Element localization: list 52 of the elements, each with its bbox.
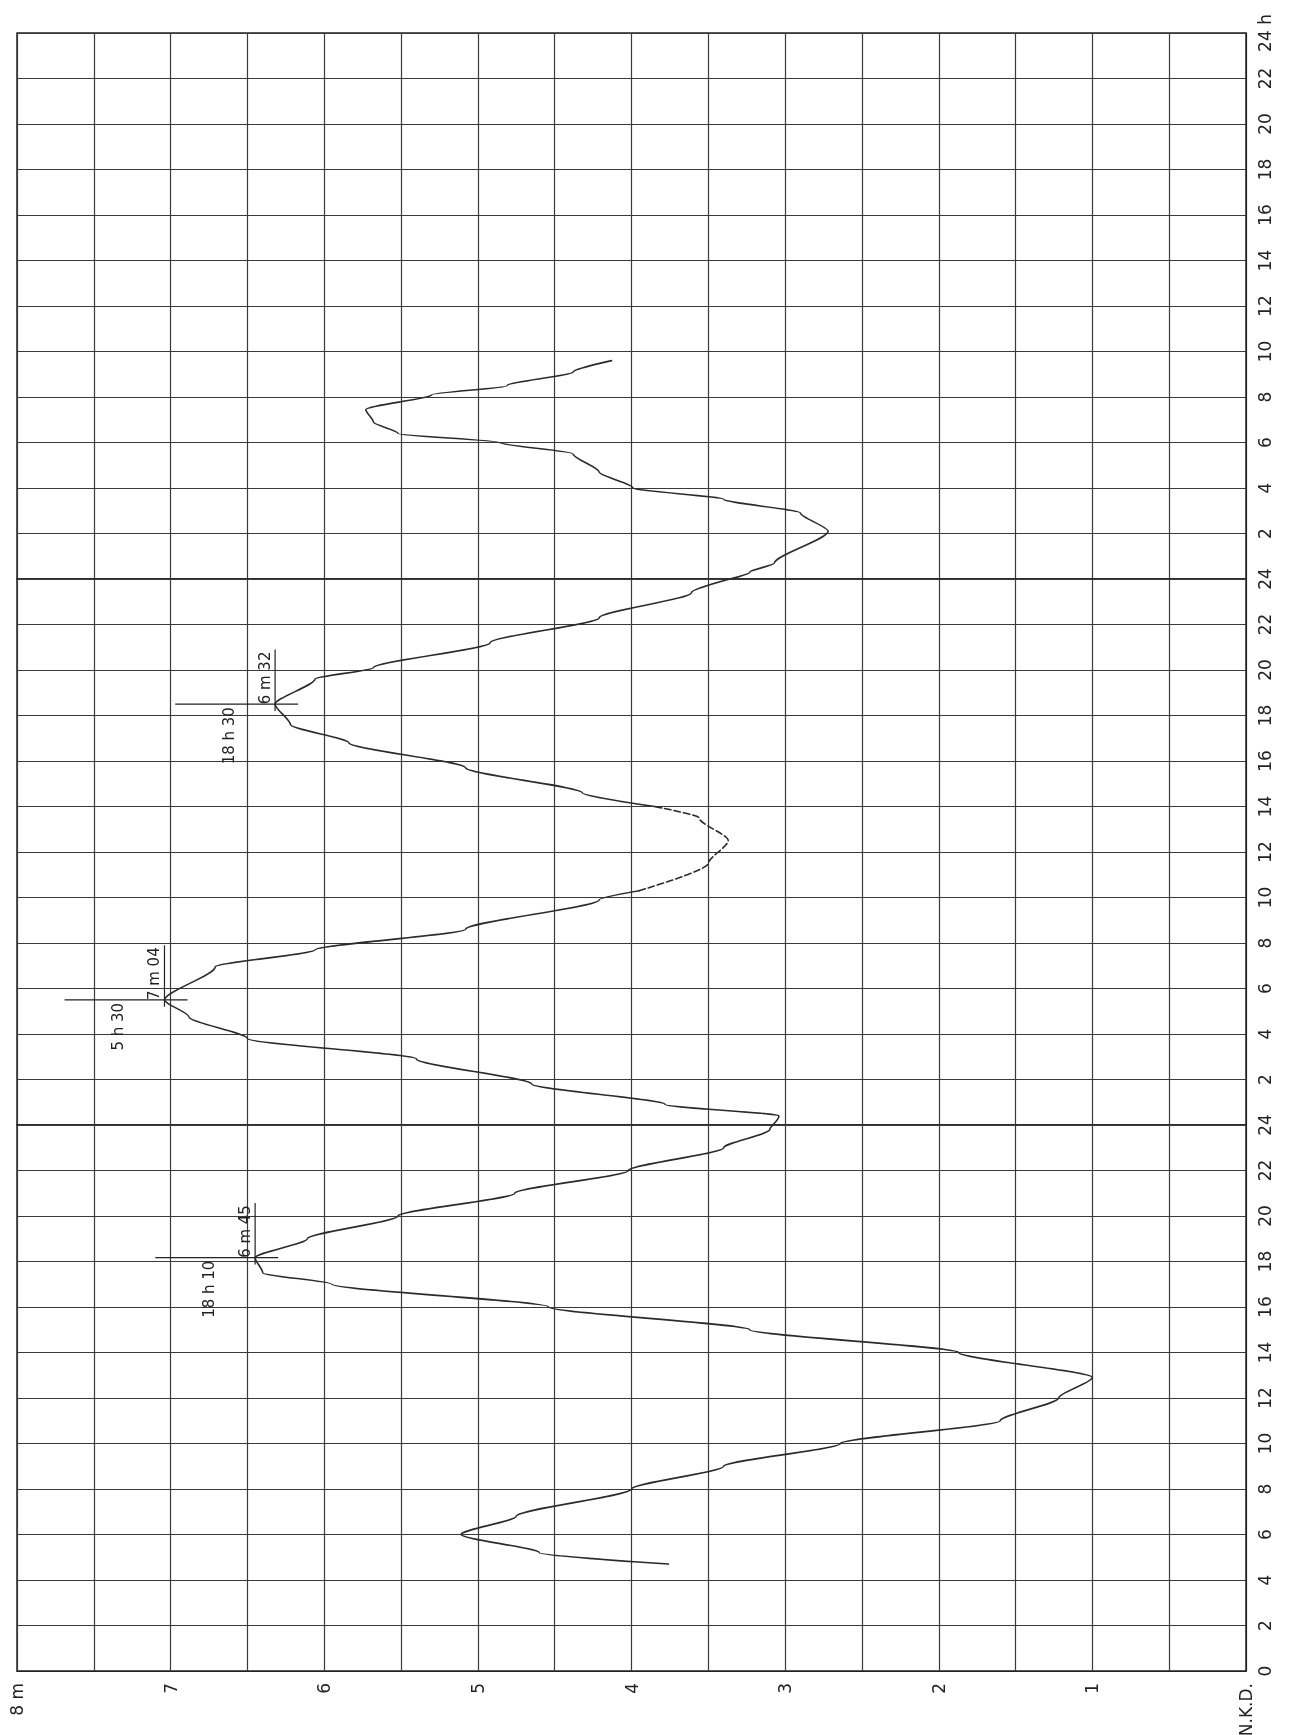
x-tick-label: 2 (928, 1683, 949, 1694)
x-tick-label: 7 (160, 1683, 181, 1694)
y-tick-label: 22 (1254, 67, 1275, 90)
y-tick-label: 14 (1254, 1341, 1275, 1364)
annotation: 18 h 30 (220, 707, 238, 765)
y-tick-label: 10 (1254, 340, 1275, 363)
annotation: 5 h 30 (109, 1002, 128, 1051)
x-tick-label: 4 (621, 1683, 642, 1694)
y-tick-label: 12 (1254, 1387, 1275, 1409)
y-tick-label: 22 (1254, 613, 1275, 636)
annotation: 18 h 10 (200, 1260, 219, 1318)
y-tick-label: 8 (1254, 391, 1275, 403)
x-tick-label: 5 (467, 1683, 488, 1694)
y-tick-label: 16 (1254, 750, 1275, 772)
y-tick-label: 20 (1254, 659, 1275, 681)
y-tick-label: 24 (1254, 568, 1275, 590)
y-tick-label: 22 (1254, 1159, 1275, 1182)
y-tick-label: 0 (1254, 1665, 1275, 1677)
y-tick-label: 2 (1254, 1620, 1275, 1631)
y-tick-label: 24 (1254, 1114, 1275, 1136)
y-tick-label: 4 (1254, 1028, 1275, 1040)
y-tick-label: 18 (1254, 1250, 1275, 1273)
x-tick-label: 6 (314, 1683, 335, 1694)
y-tick-label: 8 (1254, 937, 1275, 949)
x-tick-label: 8 m (7, 1683, 27, 1716)
x-tick-label: 3 (775, 1683, 796, 1694)
y-tick-label: 4 (1254, 1574, 1275, 1586)
x-tick-label: 1 (1082, 1683, 1103, 1694)
y-tick-label: 14 (1254, 795, 1275, 818)
y-tick-label: 6 (1254, 1529, 1275, 1540)
y-tick-label: 10 (1254, 886, 1275, 909)
y-tick-label: 18 (1254, 704, 1275, 727)
annotation: 6 m 32 (255, 651, 274, 705)
y-tick-label: 20 (1254, 1205, 1275, 1227)
y-tick-label: 2 (1254, 1074, 1275, 1085)
y-tick-label: 24 h (1254, 14, 1275, 52)
y-tick-label: 2 (1254, 528, 1275, 539)
annotation: 6 m 45 (235, 1205, 254, 1258)
y-tick-label: 10 (1254, 1432, 1275, 1455)
y-tick-label: 12 (1254, 295, 1275, 317)
y-tick-label: 12 (1254, 841, 1275, 863)
y-tick-label: 14 (1254, 249, 1275, 272)
y-tick-label: 16 (1254, 204, 1275, 226)
y-tick-label: 20 (1254, 113, 1275, 135)
y-tick-label: 18 (1254, 158, 1275, 181)
y-tick-label: 4 (1254, 482, 1275, 494)
x-tick-label: N.K.D. (1236, 1683, 1256, 1735)
y-tick-label: 16 (1254, 1296, 1275, 1318)
annotation: 7 m 04 (144, 947, 163, 1001)
y-tick-label: 8 (1254, 1483, 1275, 1495)
y-tick-label: 6 (1254, 437, 1275, 448)
y-tick-label: 6 (1254, 983, 1275, 994)
